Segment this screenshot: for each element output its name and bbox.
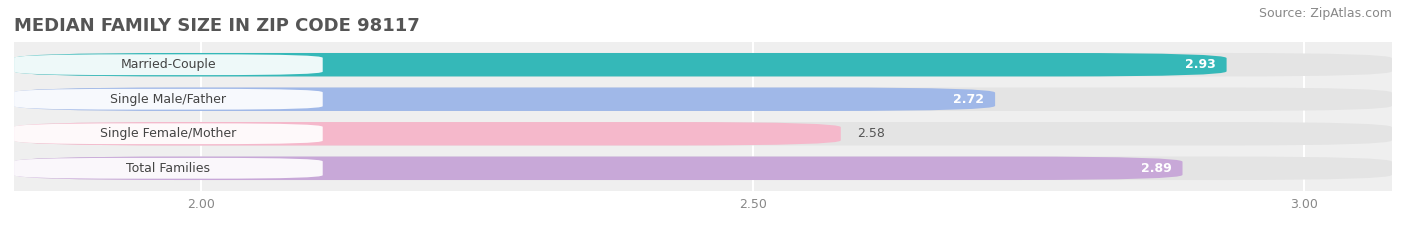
Text: 2.93: 2.93 [1185, 58, 1216, 71]
Text: Single Female/Mother: Single Female/Mother [100, 127, 236, 140]
FancyBboxPatch shape [14, 89, 323, 110]
FancyBboxPatch shape [14, 88, 995, 111]
FancyBboxPatch shape [14, 157, 1392, 180]
FancyBboxPatch shape [14, 123, 323, 144]
FancyBboxPatch shape [14, 122, 1392, 145]
Text: Married-Couple: Married-Couple [121, 58, 217, 71]
Text: Single Male/Father: Single Male/Father [111, 93, 226, 106]
FancyBboxPatch shape [14, 53, 1226, 76]
FancyBboxPatch shape [14, 54, 323, 75]
FancyBboxPatch shape [14, 122, 841, 145]
Text: 2.89: 2.89 [1140, 162, 1171, 175]
Text: MEDIAN FAMILY SIZE IN ZIP CODE 98117: MEDIAN FAMILY SIZE IN ZIP CODE 98117 [14, 17, 420, 35]
Text: Total Families: Total Families [127, 162, 211, 175]
Text: 2.58: 2.58 [858, 127, 886, 140]
FancyBboxPatch shape [14, 88, 1392, 111]
Text: 2.72: 2.72 [953, 93, 984, 106]
FancyBboxPatch shape [14, 157, 1182, 180]
Text: Source: ZipAtlas.com: Source: ZipAtlas.com [1258, 7, 1392, 20]
FancyBboxPatch shape [14, 158, 323, 179]
FancyBboxPatch shape [14, 53, 1392, 76]
